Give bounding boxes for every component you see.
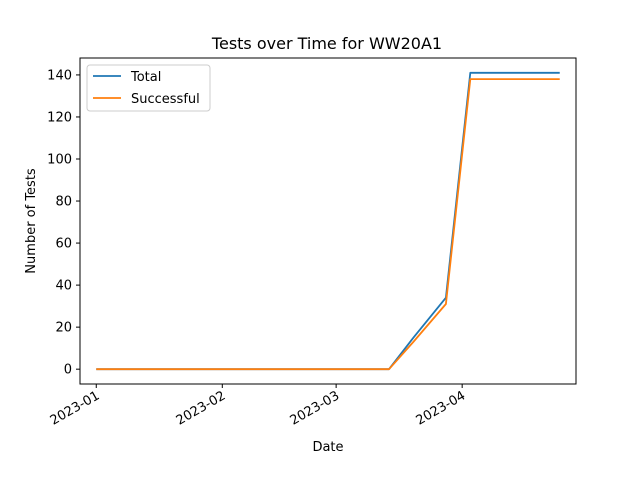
y-tick-label: 20: [55, 321, 72, 336]
series-line-successful: [96, 78, 560, 371]
y-axis-label: Number of Tests: [24, 168, 39, 274]
legend-label-successful: Successful: [131, 92, 200, 107]
y-tick-label: 80: [55, 195, 72, 210]
y-tick-label: 140: [47, 68, 72, 83]
plot-area: [96, 71, 560, 371]
y-tick-label: 60: [55, 237, 72, 252]
y-tick-label: 0: [64, 363, 72, 378]
y-axis: 0 20 40 60 80 100 120 140: [47, 68, 80, 378]
axes-frame: [79, 57, 577, 385]
y-tick-label: 100: [47, 152, 72, 167]
legend-label-total: Total: [130, 70, 161, 85]
chart-title: Tests over Time for WW20A1: [211, 34, 442, 53]
x-axis-label: Date: [312, 440, 343, 455]
legend: Total Successful: [86, 64, 211, 112]
y-tick-label: 120: [47, 110, 72, 125]
y-tick-label: 40: [55, 279, 72, 294]
